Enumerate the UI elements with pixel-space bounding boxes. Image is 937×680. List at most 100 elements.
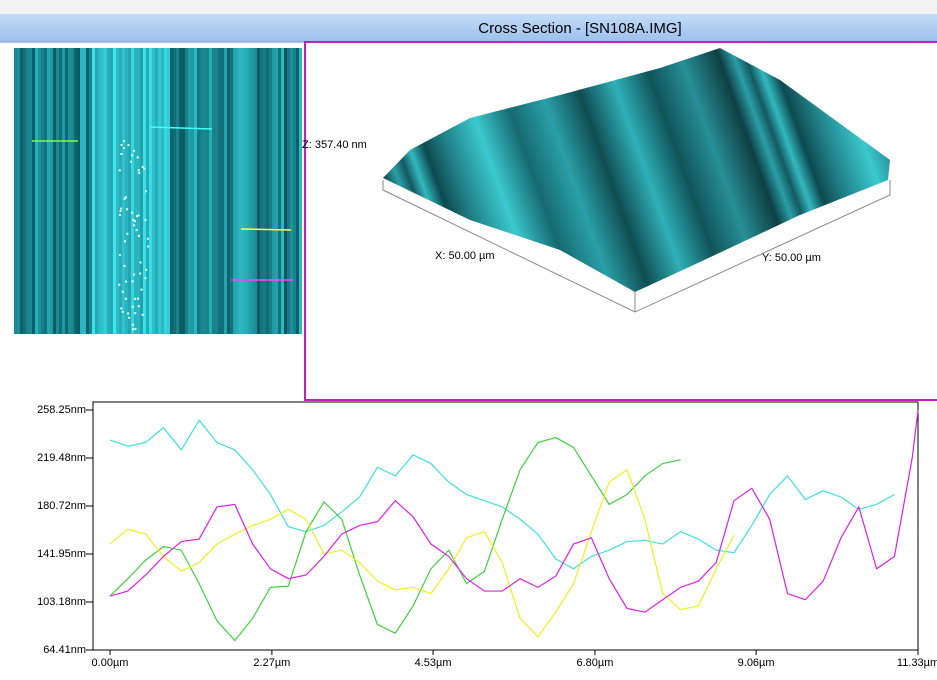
title-bar — [0, 14, 937, 42]
afm-stripe — [35, 48, 38, 334]
afm-stripe — [281, 48, 284, 334]
afm-stripe — [95, 48, 98, 334]
y-tick-label: 180.72nm — [37, 500, 86, 512]
series-line — [109, 410, 919, 613]
afm-speck — [119, 213, 122, 216]
menu-bar[interactable] — [0, 0, 937, 14]
afm-stripe — [155, 48, 158, 334]
y-label: Y: 50.00 µm — [762, 252, 821, 264]
afm-stripe — [17, 48, 20, 334]
afm-speck — [123, 147, 126, 150]
afm-stripe — [134, 48, 137, 334]
afm-speck — [143, 167, 146, 170]
afm-stripe — [41, 48, 44, 334]
afm-stripe — [119, 48, 122, 334]
afm-stripe — [272, 48, 275, 334]
afm-stripe — [92, 48, 95, 334]
afm-stripe — [233, 48, 236, 334]
x-label: X: 50.00 µm — [435, 250, 495, 262]
afm-speck — [132, 328, 135, 331]
afm-stripe — [68, 48, 71, 334]
afm-stripe — [224, 48, 227, 334]
afm-stripe — [89, 48, 92, 334]
afm-stripe — [293, 48, 296, 334]
afm-stripe — [260, 48, 263, 334]
afm-stripe — [128, 48, 131, 334]
afm-stripe — [245, 48, 248, 334]
afm-stripe — [83, 48, 86, 334]
afm-speck — [127, 144, 130, 147]
afm-stripe — [287, 48, 290, 334]
afm-stripe — [188, 48, 191, 334]
afm-stripe — [296, 48, 299, 334]
afm-stripe — [125, 48, 128, 334]
afm-stripe — [269, 48, 272, 334]
afm-speck — [132, 273, 135, 276]
afm-stripe — [137, 48, 140, 334]
afm-stripe — [194, 48, 197, 334]
afm-stripe — [206, 48, 209, 334]
afm-speck — [144, 190, 147, 193]
afm-stripe — [242, 48, 245, 334]
afm-stripe — [74, 48, 77, 334]
afm-speck — [144, 218, 147, 221]
afm-stripe — [263, 48, 266, 334]
afm-speck — [121, 290, 124, 293]
afm-speck — [133, 220, 136, 223]
x-tick-label: 2.27µm — [253, 657, 290, 669]
afm-stripe — [203, 48, 206, 334]
afm-speck — [139, 272, 142, 275]
window-title: Cross Section - [SN108A.IMG] — [478, 20, 681, 37]
afm-speck — [137, 214, 140, 217]
x-tick-label: 4.53µm — [415, 657, 452, 669]
afm-speck — [134, 312, 137, 315]
afm-image[interactable] — [14, 48, 302, 334]
afm-stripe — [62, 48, 65, 334]
afm-stripe — [14, 48, 17, 334]
afm-stripe — [209, 48, 212, 334]
afm-speck — [122, 140, 125, 143]
section-marker — [240, 228, 292, 231]
afm-stripe — [278, 48, 281, 334]
afm-stripe — [38, 48, 41, 334]
afm-speck — [120, 152, 123, 155]
y-tick-label: 141.95nm — [37, 548, 86, 560]
afm-speck — [118, 283, 121, 286]
afm-stripe — [239, 48, 242, 334]
afm-speck — [147, 245, 150, 248]
afm-stripe — [131, 48, 134, 334]
series-line — [109, 436, 681, 642]
afm-speck — [131, 323, 134, 326]
afm-stripe — [236, 48, 239, 334]
series-line — [109, 468, 735, 638]
afm-speck — [127, 312, 130, 315]
afm-stripe — [113, 48, 116, 334]
afm-stripe — [101, 48, 104, 334]
x-tick-label: 11.33µm — [897, 657, 937, 669]
afm-stripe — [176, 48, 179, 334]
afm-stripe — [215, 48, 218, 334]
afm-stripe — [26, 48, 29, 334]
afm-speck — [123, 197, 126, 200]
afm-stripe — [284, 48, 287, 334]
afm-stripe — [20, 48, 23, 334]
afm-speck — [131, 154, 134, 157]
afm-speck — [146, 237, 149, 240]
y-tick-label: 64.41nm — [43, 644, 86, 656]
afm-speck — [124, 297, 127, 300]
afm-stripe — [257, 48, 260, 334]
afm-speck — [141, 165, 144, 168]
afm-stripe — [275, 48, 278, 334]
afm-speck — [131, 280, 134, 283]
afm-speck — [131, 305, 134, 308]
afm-stripe — [122, 48, 125, 334]
afm-speck — [135, 215, 138, 218]
afm-stripe — [200, 48, 203, 334]
afm-speck — [135, 229, 138, 232]
afm-speck — [144, 277, 147, 280]
afm-speck — [137, 297, 140, 300]
afm-stripe — [227, 48, 230, 334]
afm-stripe — [104, 48, 107, 334]
afm-stripe — [197, 48, 200, 334]
afm-stripe — [32, 48, 35, 334]
